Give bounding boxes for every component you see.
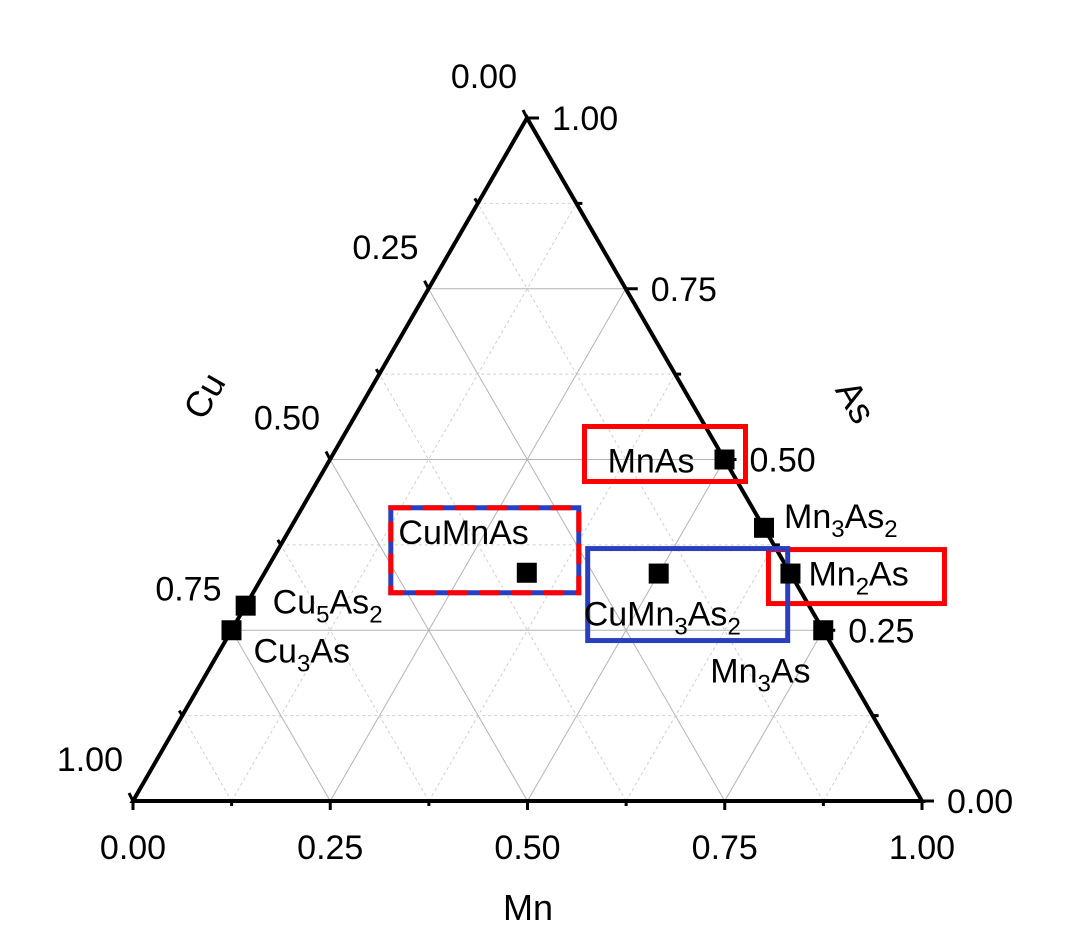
data-point-mn3as — [813, 620, 834, 641]
grid-line-mn — [527, 459, 725, 802]
mn-tick-label: 1.00 — [889, 829, 955, 867]
data-point-mn3as2 — [754, 517, 774, 538]
grid-line-mn — [625, 544, 775, 802]
grid-line-cu — [477, 203, 824, 802]
mn-tick-label: 0.25 — [297, 829, 363, 867]
cu-tick — [521, 109, 529, 119]
label-mnas: MnAs — [608, 443, 695, 481]
grid-line-cu — [329, 459, 528, 802]
cu-tick-label: 0.25 — [352, 229, 418, 267]
cu-tick-label: 1.00 — [57, 741, 123, 779]
as-tick-label: 0.00 — [947, 783, 1013, 821]
as-tick-label: 0.50 — [750, 442, 816, 480]
mn-tick-label: 0.00 — [100, 829, 166, 867]
grid-line-mn — [822, 715, 874, 802]
as-axis-title: As — [828, 373, 885, 430]
highlight-box-mnas — [582, 424, 748, 484]
cu-tick-label: 0.50 — [254, 400, 320, 438]
cu-tick — [177, 709, 184, 717]
highlight-boxes — [388, 424, 947, 644]
cu-tick — [473, 197, 480, 205]
data-point-cumnas — [516, 562, 537, 583]
point-labels: 0.00 0.25 0.50 0.75 1.00 0.00 0.25 0.50 0.75 1.00… — [57, 58, 1013, 867]
label-mn3as: Mn3As — [710, 652, 810, 697]
mn-axis-title: Mn — [503, 887, 553, 928]
grid-line-cu — [280, 544, 430, 802]
grid-line-mn — [724, 630, 824, 802]
cu-tick — [127, 792, 135, 802]
as-tick-label: 0.75 — [651, 271, 717, 309]
grid-line-cu — [378, 373, 627, 802]
cu-tick — [276, 539, 283, 546]
highlight-box-cumn3as2 — [585, 546, 791, 644]
data-point-cu5as2 — [235, 595, 256, 616]
cu-tick — [324, 450, 332, 461]
grid-line-mn — [231, 203, 577, 802]
highlight-box-mn2as — [765, 547, 947, 607]
data-points — [221, 449, 834, 641]
grid-line-mn — [428, 373, 676, 802]
mn-tick-label: 0.50 — [494, 829, 560, 867]
grid-line-cu — [231, 629, 331, 802]
as-tick-label: 1.00 — [552, 100, 618, 138]
cu-tick — [374, 368, 381, 375]
data-point-mnas — [714, 449, 735, 470]
cu-tick-label: 0.00 — [451, 58, 517, 96]
cu-tick — [423, 280, 430, 290]
label-cumnas: CuMnAs — [398, 514, 528, 552]
label-mn2as: Mn2As — [808, 556, 908, 601]
data-point-cu3as — [221, 620, 242, 641]
label-cu5as2: Cu5As2 — [273, 584, 383, 629]
mn-tick-label: 0.75 — [692, 829, 758, 867]
grid-layer — [181, 202, 874, 802]
as-tick-label: 0.25 — [848, 612, 914, 650]
highlight-box-cumnas-dash — [388, 505, 582, 596]
data-point-cumn3as2 — [648, 563, 669, 584]
label-cumn3as2: CuMn3As2 — [584, 596, 741, 641]
cu-tick-label: 0.75 — [155, 570, 221, 608]
label-cu3as: Cu3As — [254, 632, 351, 677]
data-point-mn2as — [780, 563, 801, 584]
cu-axis-title: Cu — [175, 366, 234, 426]
label-mn3as2: Mn3As2 — [784, 498, 898, 543]
grid-line-cu — [181, 715, 233, 802]
